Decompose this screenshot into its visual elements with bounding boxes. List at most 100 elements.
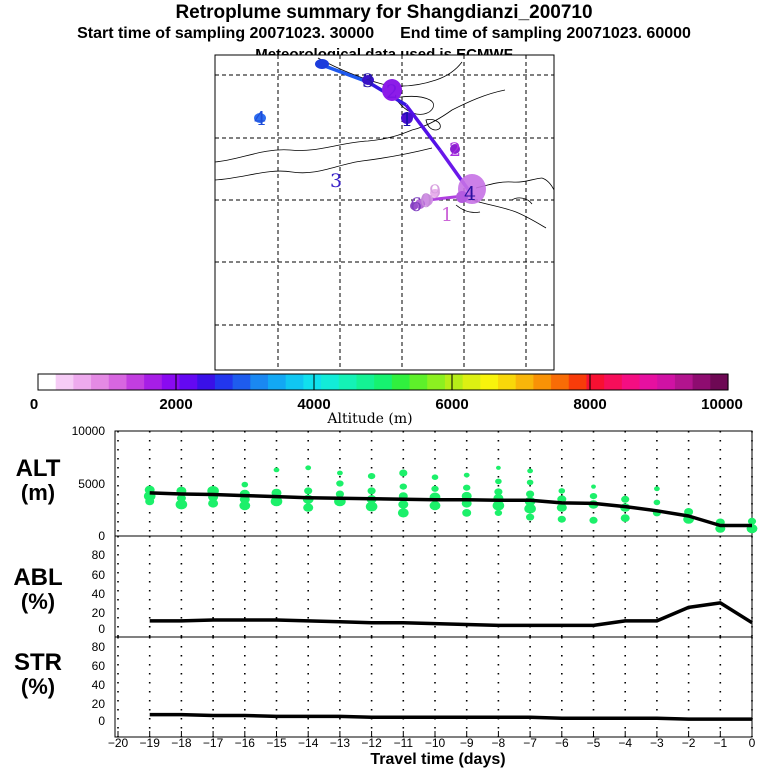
end-time: End time of sampling 20071023. 60000: [400, 25, 691, 42]
colorbar-swatch: [91, 374, 110, 390]
map-frame: [214, 54, 555, 371]
colorbar-swatch: [586, 374, 605, 390]
trajectory-cluster: [456, 191, 468, 203]
map-label: 9: [429, 181, 441, 203]
map-label: 0: [420, 190, 432, 212]
trajectory-cluster: [382, 79, 402, 101]
map-label: 6: [410, 194, 422, 216]
colorbar-ticks: [175, 374, 591, 390]
abl-line: [149, 601, 753, 628]
alt-cluster-point: [684, 508, 694, 516]
str-ytick: 60: [92, 659, 106, 673]
colorbar-swatch: [498, 374, 517, 390]
alt-cluster-point: [494, 509, 503, 516]
x-axis-tick-label: −1: [713, 736, 727, 750]
trajectory-map: 4 3 2 2 3 1 1 4 6 0 9: [214, 54, 555, 371]
colorbar-swatch: [161, 374, 181, 390]
alt-cluster-point: [429, 501, 441, 511]
x-axis-tick-label: −7: [523, 736, 537, 750]
colorbar-swatch: [38, 374, 57, 390]
series-lines: [149, 491, 753, 721]
colorbar-tick-label: 8000: [573, 396, 606, 413]
alt-ytick: 5000: [78, 477, 105, 491]
colorbar-swatch: [568, 374, 588, 390]
colorbar-swatch: [444, 374, 464, 390]
trajectory-cluster: [362, 75, 374, 85]
chart-title: Retroplume summary for Shangdianzi_20071…: [175, 2, 593, 23]
map-label: 4: [254, 108, 266, 130]
alt-cluster-point: [495, 478, 502, 485]
colorbar-swatches: [38, 374, 729, 390]
alt-cluster-point: [556, 503, 567, 512]
str-ytick: 80: [92, 640, 106, 654]
colorbar-swatch: [657, 374, 676, 390]
colorbar-tick-label: 6000: [435, 396, 468, 413]
colorbar-swatch: [533, 374, 552, 390]
alt-cluster-point: [463, 472, 470, 478]
alt-cluster-point: [239, 501, 251, 511]
abl-ytick: 20: [92, 606, 106, 620]
map-label: 4: [464, 183, 476, 205]
colorbar-swatch: [391, 374, 411, 390]
alt-ytick: 10000: [72, 424, 106, 438]
alt-cluster-point: [526, 513, 535, 521]
x-axis-tick-label: −4: [618, 736, 632, 750]
alt-cluster-point: [175, 499, 188, 510]
abl-unit: (%): [21, 589, 55, 614]
colorbar-swatch: [214, 374, 234, 390]
trajectory-cluster: [254, 113, 266, 123]
str-unit: (%): [21, 674, 55, 699]
x-axis-tick-label: −17: [203, 736, 224, 750]
colorbar-frame: [37, 373, 729, 391]
colorbar-tick-label: 2000: [159, 396, 192, 413]
x-axis-tick-label: −15: [266, 736, 287, 750]
abl-ytick: 80: [92, 548, 106, 562]
x-axis-tick-label: −3: [650, 736, 664, 750]
alt-cluster-point: [270, 496, 283, 507]
sampling-times: Start time of sampling 20071023. 30000 En…: [0, 25, 768, 43]
colorbar-swatch: [356, 374, 375, 390]
map-label: 1: [441, 204, 453, 226]
timeseries-panels: ALT (m) ABL (%) STR (%) 10000 5000 0 80 …: [13, 424, 758, 768]
colorbar-swatch: [144, 374, 163, 390]
trajectory-segment: [404, 103, 442, 152]
alt-cluster-point: [494, 488, 503, 496]
x-axis-title: Travel time (days): [370, 751, 505, 768]
trajectory-segment: [321, 63, 369, 84]
alt-label: ALT: [16, 455, 61, 482]
x-axis-tick-label: −9: [460, 736, 474, 750]
alt-cluster-point: [557, 515, 566, 523]
x-axis-tick-label: −5: [587, 736, 601, 750]
abl-ytick: 0: [98, 622, 105, 636]
alt-cluster-point: [747, 517, 757, 525]
alt-cluster-point: [145, 497, 155, 506]
x-axis-tick-label: −8: [492, 736, 506, 750]
x-axis-tick-label: −18: [171, 736, 192, 750]
colorbar-swatch: [250, 374, 269, 390]
colorbar-swatch: [179, 374, 198, 390]
str-label: STR: [14, 649, 62, 676]
alt-cluster-point: [620, 514, 630, 522]
start-time: Start time of sampling 20071023. 30000: [77, 25, 375, 42]
alt-cluster-point: [303, 503, 314, 512]
colorbar-tick-label: 10000: [701, 396, 743, 413]
map-grid: [215, 55, 554, 370]
alt-cluster-point: [399, 469, 408, 477]
str-ytick: 20: [92, 697, 106, 711]
x-axis-tick-label: −10: [425, 736, 446, 750]
alt-cluster-point: [397, 508, 409, 518]
alt-cluster-point: [335, 490, 344, 498]
trajectory-cluster: [410, 202, 418, 210]
alt-cluster-point: [399, 483, 407, 490]
x-axis-tick-label: −14: [298, 736, 319, 750]
alt-cluster-point: [621, 495, 630, 503]
alt-cluster-point: [398, 500, 409, 509]
trajectory-cluster: [315, 59, 329, 69]
alt-cluster-point: [367, 473, 376, 480]
x-axis-tick-label: −20: [108, 736, 129, 750]
str-ytick: 0: [98, 714, 105, 728]
colorbar-swatch: [515, 374, 534, 390]
alt-cluster-point: [526, 490, 535, 498]
alt-cluster-point: [463, 484, 471, 491]
alt-ytick: 0: [98, 529, 105, 543]
